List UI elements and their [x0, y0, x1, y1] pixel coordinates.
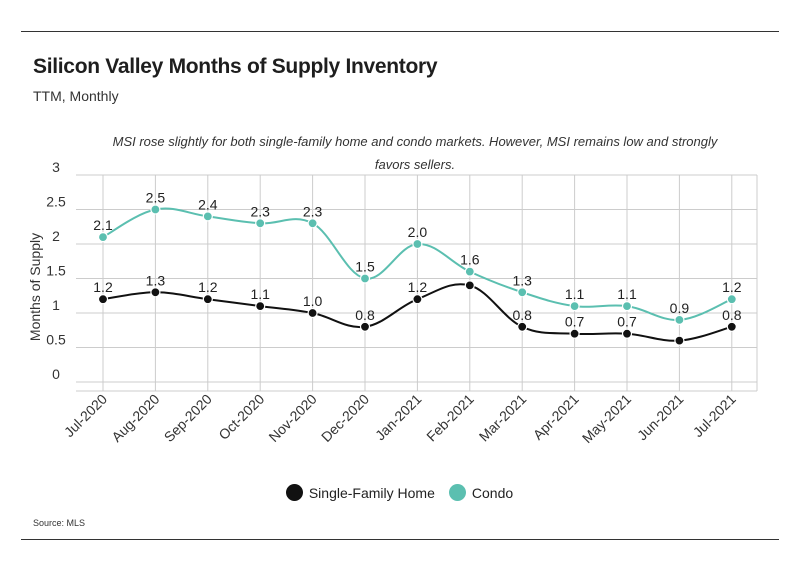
data-point-single-family: [621, 328, 633, 339]
y-tick-label: 0: [52, 366, 60, 382]
bottom-rule: [21, 539, 779, 540]
chart-subtitle: TTM, Monthly: [33, 88, 119, 104]
x-tick-label: Jun-2021: [634, 391, 687, 444]
data-label-condo: 2.1: [93, 217, 113, 233]
data-point-condo: [464, 266, 475, 277]
data-label-single-family: 1.3: [146, 272, 166, 288]
data-point-single-family: [359, 321, 371, 332]
x-tick-label: Mar-2021: [476, 391, 530, 445]
data-point-condo: [307, 218, 318, 229]
data-point-condo: [621, 301, 633, 312]
legend-swatch-condo: [448, 484, 466, 501]
data-label-condo: 2.3: [303, 203, 323, 219]
data-label-condo: 1.2: [722, 279, 742, 295]
legend-swatch-single-family: [285, 484, 303, 501]
y-tick-label: 1.5: [46, 263, 66, 279]
data-point-single-family: [307, 307, 318, 319]
data-label-condo: 1.3: [512, 272, 532, 288]
x-tick-label: Dec-2020: [318, 391, 372, 445]
data-label-condo: 2.0: [408, 224, 428, 240]
data-point-single-family: [150, 287, 161, 298]
data-label-condo: 2.5: [146, 190, 166, 206]
data-point-single-family: [202, 294, 213, 305]
data-point-condo: [517, 287, 528, 298]
data-point-single-family: [726, 321, 737, 332]
data-point-condo: [569, 301, 580, 312]
data-point-condo: [255, 218, 266, 229]
x-tick-label: Oct-2020: [215, 391, 267, 443]
legend-item-condo: Condo: [448, 484, 514, 501]
chart-title: Silicon Valley Months of Supply Inventor…: [33, 55, 438, 78]
legend-label-condo: Condo: [471, 484, 514, 501]
data-point-condo: [674, 314, 685, 325]
legend-label-single-family: Single-Family Home: [308, 484, 435, 501]
data-label-single-family: 0.7: [617, 314, 637, 330]
data-point-condo: [150, 204, 161, 215]
y-tick-label: 0.5: [46, 332, 66, 348]
data-label-single-family: 1.2: [408, 279, 428, 295]
legend: Single-Family Home Condo: [0, 484, 799, 501]
data-label-condo: 1.1: [617, 286, 637, 302]
x-tick-label: May-2021: [579, 391, 634, 446]
data-point-condo: [97, 232, 109, 243]
data-label-single-family: 1.2: [198, 279, 218, 295]
x-tick-label: Apr-2021: [530, 391, 582, 443]
y-tick-label: 3: [52, 159, 60, 175]
data-label-condo: 1.5: [355, 259, 375, 275]
legend-item-single-family: Single-Family Home: [285, 484, 435, 501]
x-tick-label: Jan-2021: [372, 391, 425, 444]
x-tick-label: Jul-2020: [61, 391, 110, 440]
data-point-single-family: [517, 321, 528, 332]
x-tick-label: Feb-2021: [423, 391, 477, 445]
data-point-single-family: [412, 294, 423, 305]
data-point-condo: [412, 238, 423, 250]
chart-annotation: MSI rose slightly for both single-family…: [112, 134, 718, 172]
data-label-single-family: 1.1: [250, 286, 270, 302]
data-point-single-family: [255, 301, 266, 312]
data-label-single-family: 1.2: [93, 279, 113, 295]
data-label-single-family: 0.8: [512, 307, 532, 323]
data-point-single-family: [569, 328, 580, 339]
data-label-single-family: 0.8: [355, 307, 375, 323]
data-point-single-family: [97, 294, 109, 305]
y-tick-label: 2: [52, 228, 60, 244]
data-label-single-family: 1.0: [303, 293, 323, 309]
x-tick-label: Aug-2020: [108, 391, 162, 445]
x-tick-label: Sep-2020: [161, 391, 215, 445]
data-point-condo: [359, 273, 371, 284]
data-label-condo: 2.3: [250, 203, 270, 219]
top-rule: [21, 31, 779, 32]
y-tick-label: 2.5: [46, 194, 66, 210]
x-tick-label: Nov-2020: [265, 391, 319, 445]
data-label-condo: 0.9: [670, 300, 690, 316]
data-label-condo: 1.6: [460, 252, 480, 268]
data-point-condo: [726, 294, 737, 305]
source-note: Source: MLS: [33, 518, 86, 528]
x-tick-label: Jul-2021: [690, 391, 739, 440]
data-label-single-family: 0.8: [722, 307, 742, 323]
data-label-condo: 1.1: [565, 286, 585, 302]
y-tick-label: 1: [52, 297, 60, 313]
data-label-condo: 2.4: [198, 196, 218, 212]
data-point-condo: [202, 211, 213, 222]
data-point-single-family: [464, 280, 475, 291]
y-axis-title: Months of Supply: [27, 233, 43, 341]
data-point-single-family: [674, 335, 685, 346]
data-label-single-family: 0.7: [565, 314, 585, 330]
